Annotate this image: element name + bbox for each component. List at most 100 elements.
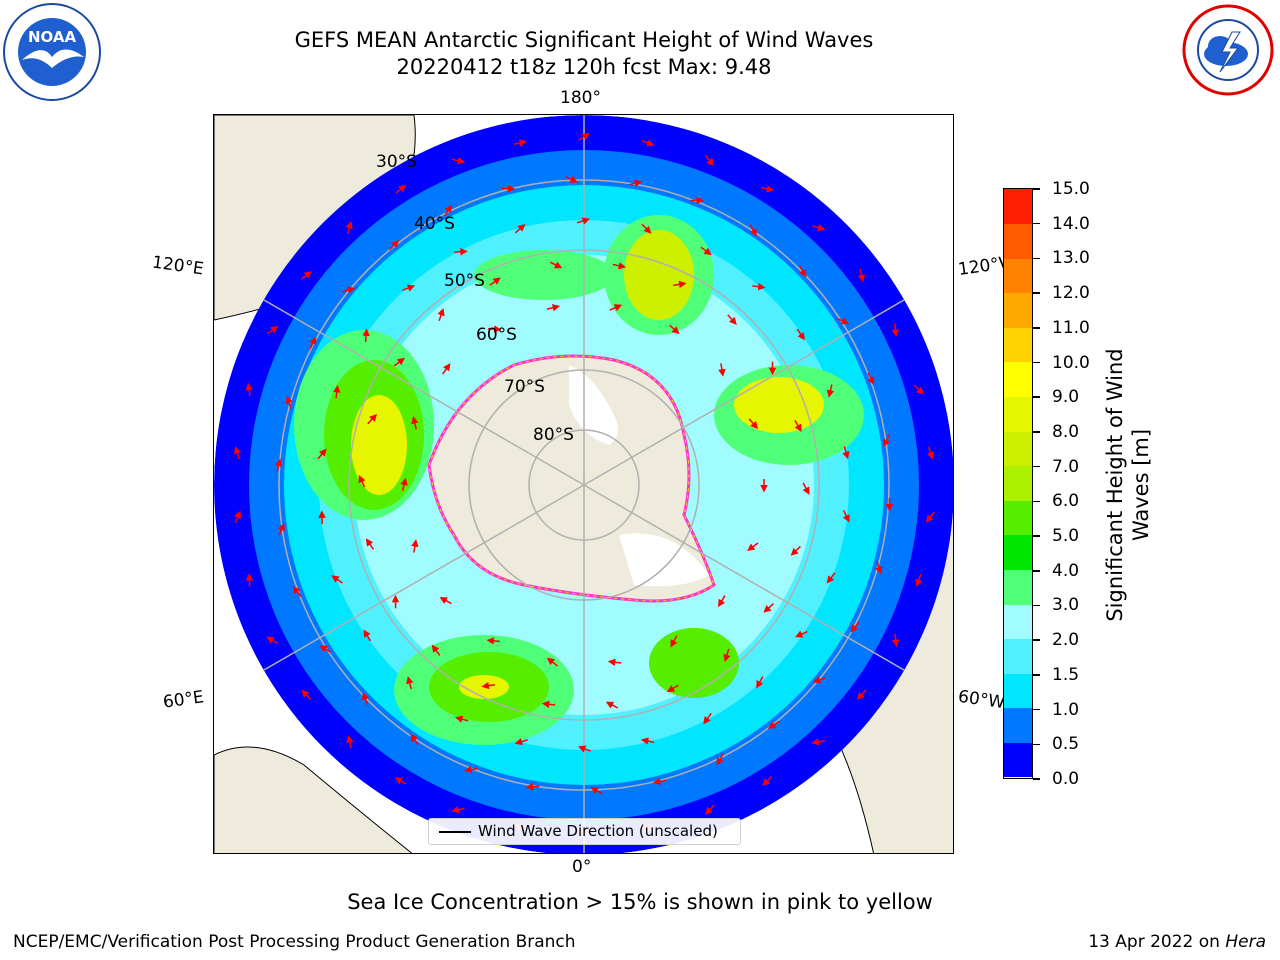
legend-label: Wind Wave Direction (unscaled) <box>478 822 718 840</box>
wave-direction-arrow <box>464 765 478 774</box>
wave-direction-arrow <box>836 317 850 325</box>
wave-direction-arrow <box>842 446 850 460</box>
meridian-label-60w: 60°W <box>956 686 1007 714</box>
colorbar-tick-label: 10.0 <box>1052 352 1090 373</box>
footer-date-text: 13 Apr 2022 on <box>1088 932 1226 952</box>
wave-direction-arrow <box>883 434 891 447</box>
meridian-label-120e: 120°E <box>150 252 205 280</box>
wave-direction-arrow <box>926 446 935 460</box>
wave-direction-arrow <box>431 644 441 656</box>
colorbar-segment <box>1004 707 1032 743</box>
wave-direction-arrow <box>640 737 655 745</box>
wave-direction-arrow <box>856 689 867 700</box>
wave-direction-arrow <box>487 325 502 333</box>
colorbar-tick <box>1033 396 1040 398</box>
colorbar-tick-label: 14.0 <box>1052 213 1090 234</box>
wave-direction-arrow <box>342 286 356 294</box>
wave-direction-arrow <box>578 745 591 753</box>
wave-direction-arrow <box>300 271 313 280</box>
noaa-logo: NOAA <box>3 3 101 101</box>
colorbar-segment <box>1004 327 1032 363</box>
wave-direction-arrow <box>411 416 419 430</box>
chart-subtitle: 20220412 t18z 120h fcst Max: 9.48 <box>396 55 772 79</box>
nws-logo <box>1182 4 1274 96</box>
wave-direction-arrow <box>826 572 836 584</box>
map-legend: Wind Wave Direction (unscaled) <box>428 818 741 845</box>
wave-direction-arrow <box>333 384 341 399</box>
wave-direction-arrow <box>612 262 627 270</box>
wave-direction-arrow <box>455 715 469 723</box>
chart-title: GEFS MEAN Antarctic Significant Height o… <box>294 28 874 52</box>
wave-direction-arrow <box>605 701 619 709</box>
map-panel: 30°S 40°S 50°S 60°S 70°S 80°S <box>213 114 954 854</box>
wave-direction-arrow <box>628 179 643 187</box>
footer-host: Hera <box>1225 932 1266 952</box>
nws-storm-cloud-icon <box>1204 31 1248 73</box>
colorbar-tick-label: 5.0 <box>1052 526 1080 547</box>
wave-direction-arrow <box>673 280 687 289</box>
wave-direction-arrow <box>747 542 759 551</box>
colorbar-tick <box>1033 708 1040 711</box>
wave-direction-arrow <box>749 224 757 237</box>
wave-direction-arrow <box>234 510 241 524</box>
colorbar-tick <box>1033 327 1040 329</box>
meridian-label-60e: 60°E <box>161 687 206 713</box>
parallel-label-60s: 60°S <box>476 325 517 345</box>
meridian-label-0: 0° <box>572 857 592 877</box>
footer-date: 13 Apr 2022 on Hera <box>1088 932 1266 952</box>
colorbar-tick <box>1033 500 1040 503</box>
wave-direction-arrow <box>486 637 501 645</box>
wave-direction-arrow <box>609 304 623 312</box>
wave-direction-arrow <box>309 336 317 350</box>
colorbar-tick-label: 9.0 <box>1052 387 1080 408</box>
wave-direction-arrow <box>875 561 883 575</box>
wave-direction-arrow <box>319 645 332 653</box>
wave-direction-arrow <box>752 282 766 291</box>
colorbar-segment <box>1004 396 1032 432</box>
colorbar-tick <box>1033 778 1040 780</box>
meridian-label-180: 180° <box>560 88 601 108</box>
wave-direction-arrow <box>358 475 366 488</box>
wave-direction-arrow <box>850 621 860 633</box>
colorbar-tick <box>1033 743 1040 746</box>
wave-direction-arrow <box>266 325 279 335</box>
colorbar-tick <box>1033 674 1040 676</box>
wave-direction-arrow <box>794 419 802 433</box>
wave-direction-arrow <box>763 603 774 613</box>
wave-direction-arrow <box>292 585 302 598</box>
parallel-label-30s: 30°S <box>376 152 417 172</box>
colorbar-tick <box>1033 292 1040 294</box>
colorbar-tick <box>1033 257 1040 260</box>
wave-direction-arrow <box>514 223 526 234</box>
wave-direction-arrow <box>367 413 378 425</box>
wave-direction-arrow <box>546 304 561 312</box>
wave-direction-arrow <box>233 446 242 460</box>
wave-direction-arrow <box>607 658 622 666</box>
wave-direction-arrow <box>346 735 354 749</box>
colorbar-tick-label: 0.5 <box>1052 734 1080 755</box>
wave-direction-arrow <box>652 777 667 786</box>
wave-direction-arrow <box>277 522 285 536</box>
wave-direction-arrow <box>361 692 370 706</box>
colorbar-tick-label: 1.0 <box>1052 699 1080 720</box>
wave-direction-arrow <box>705 804 715 815</box>
wave-direction-arrow <box>796 328 805 341</box>
wave-direction-arrow <box>790 545 801 556</box>
colorbar-title: Significant Height of Wind Waves [m] <box>1102 348 1154 621</box>
colorbar-segment <box>1004 258 1032 294</box>
wave-direction-arrow <box>363 629 372 642</box>
wave-direction-arrow <box>812 676 826 684</box>
colorbar-tick <box>1033 431 1040 433</box>
wave-direction-arrow <box>767 720 780 729</box>
colorbar-tick-label: 2.0 <box>1052 630 1080 651</box>
colorbar-tick-label: 7.0 <box>1052 456 1080 477</box>
colorbar-segment <box>1004 742 1032 778</box>
wave-direction-arrow <box>410 733 419 746</box>
wave-direction-arrow <box>437 308 445 322</box>
wave-direction-arrow <box>748 418 758 430</box>
wave-direction-arrow <box>669 324 680 335</box>
colorbar-tick-label: 15.0 <box>1052 179 1090 199</box>
colorbar-segment <box>1004 638 1032 674</box>
wave-direction-arrow <box>514 737 528 746</box>
wave-direction-arrow <box>802 482 810 495</box>
